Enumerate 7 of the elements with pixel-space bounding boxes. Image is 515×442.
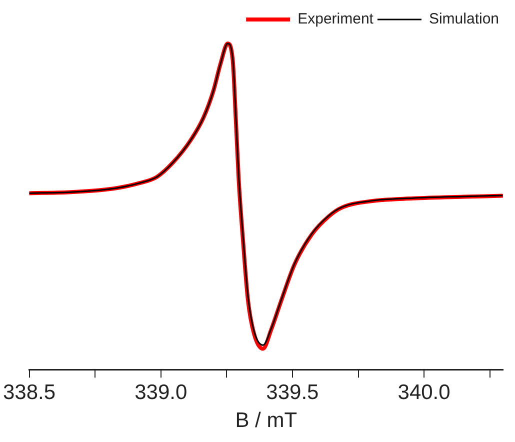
legend-label: Experiment [298, 10, 374, 28]
x-tick-label: 340.0 [398, 380, 450, 404]
legend-label: Simulation [428, 10, 500, 28]
x-axis-title: B / mT [235, 409, 298, 432]
x-tick-label: 338.5 [2, 380, 56, 404]
x-tick-label: 339.0 [134, 380, 188, 404]
x-tick-label: 339.5 [266, 380, 319, 404]
